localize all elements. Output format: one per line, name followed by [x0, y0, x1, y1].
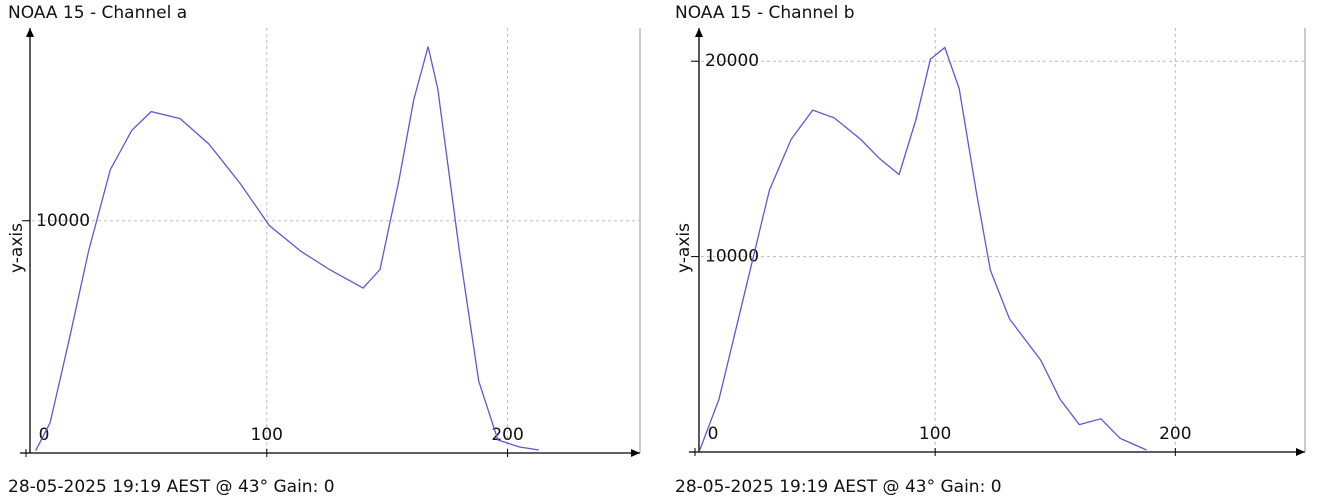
x-tick-label: 200 — [1159, 424, 1191, 444]
x-tick-label: 100 — [251, 425, 283, 445]
y-axis-arrow — [695, 28, 703, 37]
x-axis-arrow — [1296, 448, 1305, 456]
footer-text: 28-05-2025 19:19 AEST @ 43° Gain: 0 — [675, 477, 1002, 497]
x-tick-label: 0 — [708, 424, 719, 444]
y-tick-label: 10000 — [705, 247, 759, 267]
y-tick-label: 10000 — [36, 211, 90, 231]
x-tick-label: 100 — [919, 424, 951, 444]
data-line — [699, 46, 1147, 451]
chart-panel: NOAA 15 - Channel b 28-05-2025 19:19 AEST… — [674, 3, 1306, 497]
chart-panel: NOAA 15 - Channel a 28-05-2025 19:19 AEST… — [7, 3, 641, 497]
chart-title: NOAA 15 - Channel b — [675, 3, 855, 23]
footer-text: 28-05-2025 19:19 AEST @ 43° Gain: 0 — [8, 477, 335, 497]
y-tick-label: 20000 — [705, 51, 759, 71]
y-axis-label: y-axis — [7, 223, 27, 273]
y-axis-label: y-axis — [674, 223, 694, 273]
chart-title: NOAA 15 - Channel a — [8, 3, 187, 23]
y-axis-arrow — [26, 28, 34, 37]
x-axis-arrow — [631, 449, 640, 457]
data-line — [35, 46, 539, 451]
